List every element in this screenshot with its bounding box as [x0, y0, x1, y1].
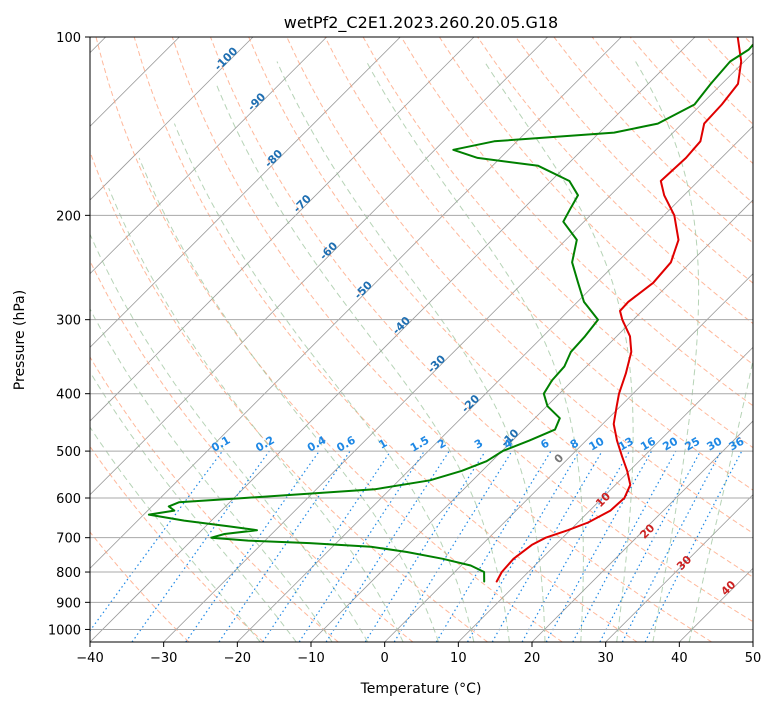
mixing-ratio-line: [572, 450, 677, 642]
moist-adiabat-line: [90, 370, 297, 642]
plot-frame: [89, 36, 754, 643]
moist-adiabat-line: [635, 61, 700, 642]
isotherm-line: [90, 37, 327, 275]
mixing-ratio-line: [218, 450, 351, 642]
isotherm-line: [90, 37, 475, 422]
y-tick-label: 1000: [48, 623, 81, 638]
dry-adiabat-line: [324, 37, 753, 491]
y-tick-label: 100: [56, 31, 81, 46]
y-tick-label: 400: [56, 388, 81, 403]
dry-adiabat-line: [515, 37, 753, 284]
isotherm-line: [605, 494, 753, 642]
y-tick-label: 900: [56, 596, 81, 611]
mixing-ratio-line: [599, 450, 702, 642]
pressure-gridlines: [90, 37, 753, 630]
mixing-ratio-line: [298, 450, 425, 642]
dry-adiabat-line: [400, 37, 753, 407]
profiles: [147, 37, 753, 583]
dewpoint-profile: [147, 43, 753, 583]
dry-adiabat-line: [90, 356, 339, 642]
x-tick-label: 50: [745, 651, 762, 666]
x-tick-label: −30: [150, 651, 177, 666]
x-tick-label: 10: [450, 651, 467, 666]
chart-title: wetPf2_C2E1.2023.260.20.05.G18: [284, 13, 558, 33]
x-tick-label: −40: [76, 651, 103, 666]
isotherm-line: [531, 420, 753, 642]
background-lines: [90, 37, 753, 642]
mixing-ratio-line: [185, 450, 320, 642]
isotherm-line: [90, 37, 254, 201]
x-tick-label: 0: [381, 651, 389, 666]
moist-adiabat-line: [215, 83, 510, 642]
isotherm-line: [90, 37, 401, 348]
moist-adiabat-line: [173, 123, 475, 642]
dry-adiabat-line: [90, 150, 488, 642]
dry-adiabat-line: [210, 37, 753, 623]
moist-adiabat-line: [90, 308, 333, 642]
moist-adiabat-line: [366, 61, 584, 642]
y-tick-label: 300: [56, 314, 81, 329]
x-tick-label: −20: [224, 651, 251, 666]
mixing-ratio-line: [435, 450, 552, 642]
y-tick-label: 200: [56, 209, 81, 224]
y-tick-label: 600: [56, 492, 81, 507]
y-tick-label: 800: [56, 566, 81, 581]
dry-adiabat-line: [90, 259, 414, 642]
axis-ticks: −40 −30 −20 −10 0 10 20 30 40 50 1000 900 800 700 600 5…: [48, 31, 761, 666]
dry-adiabat-line: [248, 37, 753, 578]
moist-adiabat-line: [483, 61, 634, 642]
temperature-profile: [495, 37, 743, 583]
mixing-ratio-line: [393, 450, 513, 642]
moist-adiabat-line: [276, 61, 546, 642]
moist-adiabat-line: [688, 358, 753, 642]
isotherm-line: [458, 346, 753, 642]
x-tick-label: 40: [671, 651, 688, 666]
isotherm-line: [90, 37, 622, 569]
dry-adiabat-line: [95, 37, 563, 642]
dry-adiabat-line: [90, 531, 190, 642]
mixing-ratio-line: [364, 450, 486, 642]
isotherm-line: [237, 125, 753, 642]
isotherm-line: [384, 273, 753, 642]
y-tick-label: 700: [56, 532, 81, 547]
mixing-ratio-line: [325, 450, 450, 642]
isotherm-line: [90, 37, 696, 642]
mixing-ratio-line: [262, 450, 392, 642]
x-tick-label: 20: [524, 651, 541, 666]
x-axis-label: Temperature (°C): [360, 681, 482, 697]
y-tick-label: 500: [56, 445, 81, 460]
x-tick-label: 30: [597, 651, 614, 666]
moist-adiabat-line: [108, 188, 404, 642]
mixing-ratio-line: [466, 450, 580, 642]
x-tick-label: −10: [297, 651, 324, 666]
dry-adiabat-line: [438, 37, 753, 366]
dry-adiabat-line: [133, 37, 638, 642]
dry-adiabat-line: [90, 445, 264, 642]
y-axis-label: Pressure (hPa): [12, 290, 28, 390]
isotherm-line: [90, 37, 548, 496]
dry-adiabat-line: [171, 37, 712, 642]
